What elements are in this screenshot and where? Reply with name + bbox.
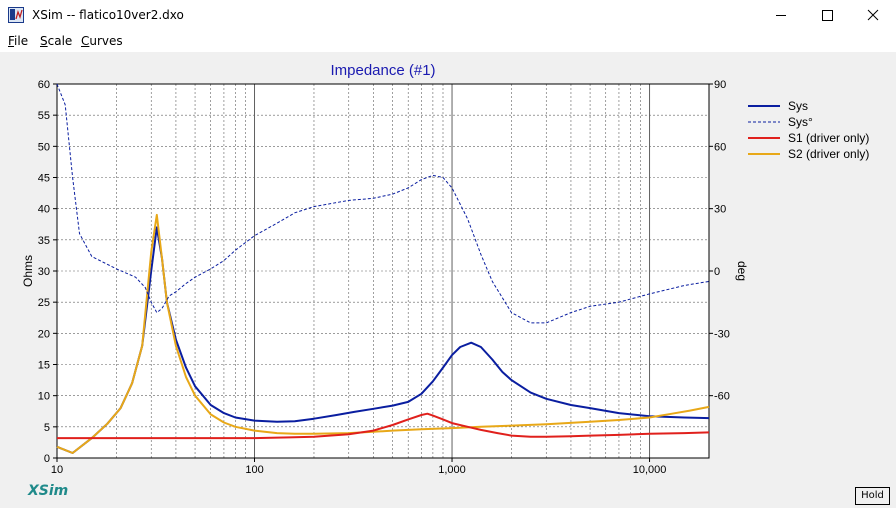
title-bar: XSim -- flatico10ver2.dxo — [0, 0, 896, 31]
maximize-icon — [822, 10, 833, 21]
y-tick-label: 5 — [44, 422, 50, 434]
y-tick-label: 30 — [38, 266, 50, 278]
x-tick-label: 1,000 — [438, 464, 466, 476]
legend-sys-label: Sys — [788, 99, 808, 113]
x-tick-label: 10 — [51, 464, 63, 476]
y2-tick-label: 90 — [714, 79, 726, 91]
y-tick-label: 40 — [38, 204, 50, 216]
y2-axis-label: deg — [735, 261, 749, 281]
chart-title: Impedance (#1) — [330, 62, 435, 79]
y-tick-label: 55 — [38, 110, 50, 122]
x-tick-label: 100 — [245, 464, 263, 476]
y-tick-label: 35 — [38, 235, 50, 247]
series-sys-impedance — [56, 226, 710, 454]
maximize-button[interactable] — [804, 0, 850, 31]
menu-scale[interactable]: Scale — [40, 34, 73, 48]
legend-sys-phase-label: Sys° — [788, 115, 813, 129]
y2-tick-label: 60 — [714, 141, 726, 153]
impedance-chart[interactable]: 0 5 10 15 20 25 30 35 40 45 50 55 60 -60 -30 0 30 60 90 10 1… — [0, 52, 896, 482]
hold-button[interactable]: Hold — [855, 487, 890, 505]
legend-s2-label: S2 (driver only) — [788, 147, 869, 161]
y-tick-label: 50 — [38, 141, 50, 153]
minimize-icon — [776, 15, 786, 16]
y2-tick-label: -60 — [714, 391, 730, 403]
y-tick-label: 25 — [38, 297, 50, 309]
menu-curves[interactable]: Curves — [81, 34, 123, 48]
x-axis-label: frequency [Hz] — [344, 481, 421, 482]
close-button[interactable] — [850, 0, 896, 31]
menu-file[interactable]: File — [8, 34, 29, 48]
x-tick-label: 10,000 — [633, 464, 667, 476]
y-tick-label: 20 — [38, 328, 50, 340]
series-sys-phase — [56, 83, 710, 324]
y2-tick-label: 0 — [714, 266, 720, 278]
close-icon — [867, 9, 879, 21]
chart-area: 0 5 10 15 20 25 30 35 40 45 50 55 60 -60 -30 0 30 60 90 10 1… — [0, 52, 896, 508]
y-tick-label: 10 — [38, 391, 50, 403]
minimize-button[interactable] — [758, 0, 804, 31]
y-tick-label: 60 — [38, 79, 50, 91]
series-s2-impedance — [56, 213, 710, 454]
xsim-logo: XSim — [28, 483, 69, 499]
y-axis-label: Ohms — [21, 255, 35, 287]
y-tick-label: 15 — [38, 360, 50, 372]
y2-tick-label: 30 — [714, 204, 726, 216]
legend-s1-label: S1 (driver only) — [788, 131, 869, 145]
series-s1-impedance — [57, 412, 710, 440]
y-tick-label: 0 — [44, 453, 50, 465]
xsim-app-icon — [8, 7, 24, 23]
y-tick-label: 45 — [38, 173, 50, 185]
window-title: XSim -- flatico10ver2.dxo — [32, 8, 184, 22]
menu-bar: File Scale Curves — [0, 31, 896, 52]
y2-tick-label: -30 — [714, 328, 730, 340]
